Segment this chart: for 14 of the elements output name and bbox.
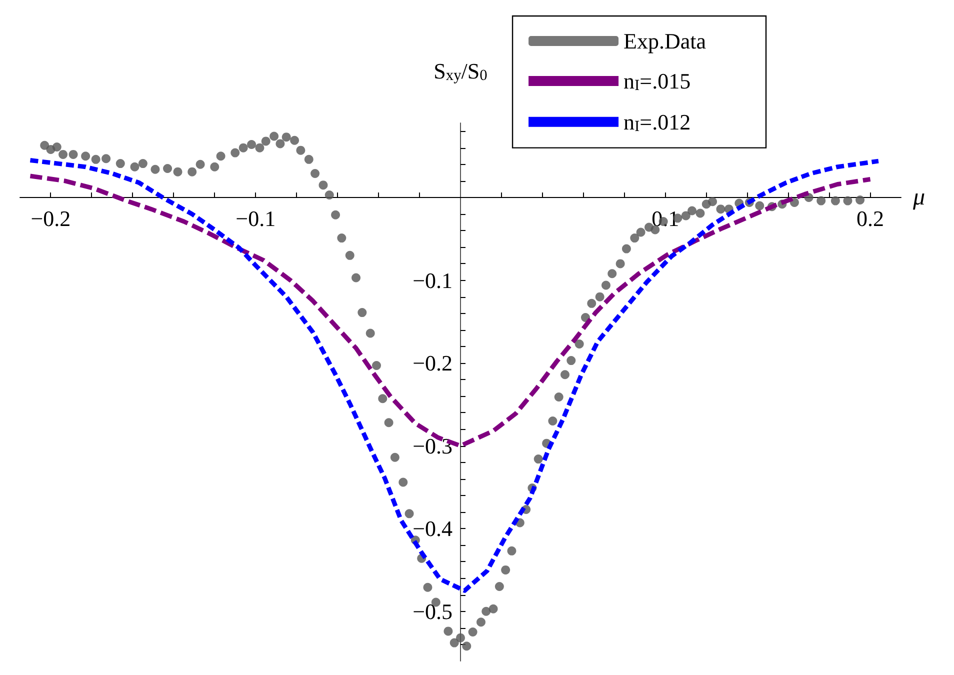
x-tick-label: 0.1 [652, 206, 680, 231]
legend-label: nI=.015 [624, 68, 691, 94]
y-tick-label: −0.1 [412, 268, 452, 293]
y-tick-label: −0.4 [412, 516, 452, 542]
x-axis-title: μ [912, 184, 926, 210]
x-tick-label: 0.2 [856, 206, 884, 231]
line-series [28, 158, 881, 593]
legend-label: Exp.Data [624, 28, 706, 54]
y-tick-label: −0.5 [412, 598, 452, 624]
legend-label: nI=.012 [624, 109, 691, 135]
y-axis-title: Sxy/S0 [434, 58, 488, 84]
x-tick-label: −0.2 [30, 206, 71, 231]
y-tick-label: −0.2 [412, 350, 452, 376]
x-tick-label: −0.1 [236, 206, 276, 231]
